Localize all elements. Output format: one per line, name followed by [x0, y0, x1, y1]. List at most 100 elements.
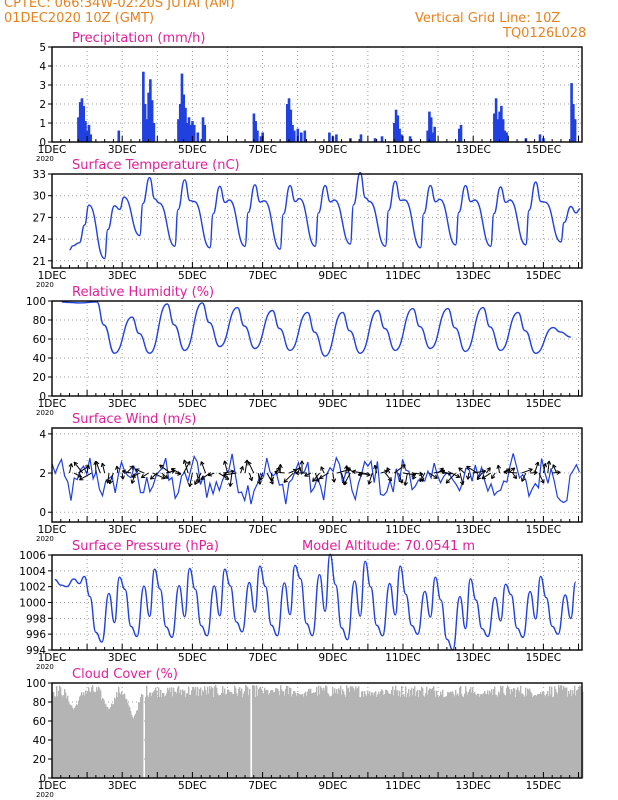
cloud-bar	[98, 686, 100, 778]
wind-arrow	[207, 472, 215, 476]
precip-bar	[291, 124, 294, 142]
cloud-bar	[226, 693, 228, 778]
x-tick-label: 5DEC	[178, 524, 207, 536]
x-tick-label: 9DEC	[318, 780, 347, 792]
wind-arrow-head	[481, 469, 486, 472]
cloud-bar	[427, 695, 429, 778]
cloud-bar	[290, 687, 292, 778]
wind-arrow-head	[224, 460, 228, 465]
x-tick-label: 9DEC	[318, 144, 347, 156]
cloud-bar	[85, 690, 87, 778]
precip-bar	[572, 104, 575, 142]
x-tick-label: 11DEC	[385, 398, 420, 410]
x-tick-label: 1DEC	[38, 524, 67, 536]
wind-arrow	[79, 472, 92, 481]
precip-bar	[496, 119, 500, 142]
cloud-bar	[387, 691, 389, 778]
wind-arrow-head	[482, 470, 487, 474]
wind-arrow-head	[247, 461, 252, 465]
cloud-bar	[305, 691, 307, 778]
cloud-bar	[365, 694, 367, 778]
cloud-bar	[160, 689, 162, 778]
cloud-bar	[66, 698, 68, 778]
cloud-bar	[394, 689, 396, 778]
wind-arrow	[257, 472, 261, 485]
wind-arrow-head	[459, 481, 464, 486]
wind-arrow-head	[171, 470, 176, 474]
cloud-bar	[319, 694, 321, 778]
x-tick-label: 15DEC	[526, 780, 561, 792]
cloud-bar	[205, 689, 207, 778]
wind-arrow-head	[486, 467, 491, 470]
wind-arrow-head	[114, 465, 118, 470]
cloud-bar	[317, 695, 319, 778]
precip-bar	[459, 124, 463, 142]
wind-arrow	[247, 461, 255, 474]
wind-arrow-head	[248, 477, 253, 482]
wind-arrow-head	[512, 476, 517, 480]
cloud-bar	[444, 697, 446, 778]
cloud-bar	[206, 694, 208, 778]
cloud-bar	[536, 695, 538, 778]
precip-bar	[82, 105, 85, 142]
cloud-bar	[439, 695, 441, 778]
cloud-bar	[478, 693, 480, 778]
wind-arrow-head	[207, 472, 212, 476]
precip-bar	[259, 136, 263, 142]
cloud-bar	[145, 696, 147, 778]
cloud-bar	[122, 694, 124, 778]
cloud-bar	[265, 690, 267, 778]
cloud-bar	[477, 693, 479, 778]
cloud-bar	[282, 691, 284, 778]
x-year-label: 2020	[36, 281, 54, 289]
cloud-bar	[151, 695, 153, 778]
precip-bar	[289, 109, 293, 142]
cloud-bar	[177, 687, 179, 778]
wind-arrow-head	[445, 481, 451, 484]
cloud-bar	[304, 692, 306, 778]
panel-frame	[51, 300, 583, 397]
cloud-bar	[118, 686, 120, 778]
cloud-bar	[70, 704, 72, 778]
y-tick-label: 1	[39, 118, 46, 130]
cloud-bar	[413, 688, 415, 778]
precip-bar	[503, 130, 507, 142]
precip-bar	[287, 98, 291, 142]
cloud-bar	[483, 693, 485, 778]
y-tick-label: 3	[39, 80, 46, 92]
wind-arrow	[512, 472, 517, 479]
wind-arrow	[429, 472, 438, 479]
cloud-bar	[403, 693, 405, 778]
wind-arrow-head	[374, 464, 378, 469]
precip-bar	[457, 128, 461, 142]
x-tick-label: 7DEC	[248, 144, 277, 156]
wind-arrow	[152, 472, 166, 479]
cloud-bar	[556, 692, 558, 778]
cloud-bar	[356, 688, 358, 778]
cloud-bar	[103, 699, 105, 778]
x-year-label: 2020	[36, 409, 54, 417]
cloud-bar	[361, 691, 363, 778]
wind-arrow	[131, 472, 136, 484]
wind-arrow-head	[140, 473, 144, 478]
cloud-bar	[263, 693, 265, 778]
cloud-bar	[511, 689, 513, 778]
cloud-bar	[579, 685, 581, 778]
cloud-bar	[197, 687, 199, 778]
cloud-bar	[213, 696, 215, 778]
cloud-bar	[554, 686, 556, 778]
cloud-bar	[179, 693, 181, 778]
cloud-bar	[539, 694, 541, 778]
cloud-bar	[349, 692, 351, 778]
wind-arrow-head	[556, 471, 561, 475]
wind-arrow	[73, 461, 84, 474]
precip-bar	[184, 107, 187, 142]
cloud-bar	[428, 690, 430, 778]
cloud-bar	[236, 693, 238, 778]
panel-5: 994 996 998 1000 1002 1004 1006 1DEC 3DEC 5DEC 7DE…	[19, 539, 583, 671]
cloud-bar	[484, 691, 486, 778]
cloud-bar	[142, 694, 144, 778]
cloud-bar	[162, 692, 164, 778]
precip-bar	[573, 119, 577, 142]
cloud-bar	[353, 688, 355, 778]
